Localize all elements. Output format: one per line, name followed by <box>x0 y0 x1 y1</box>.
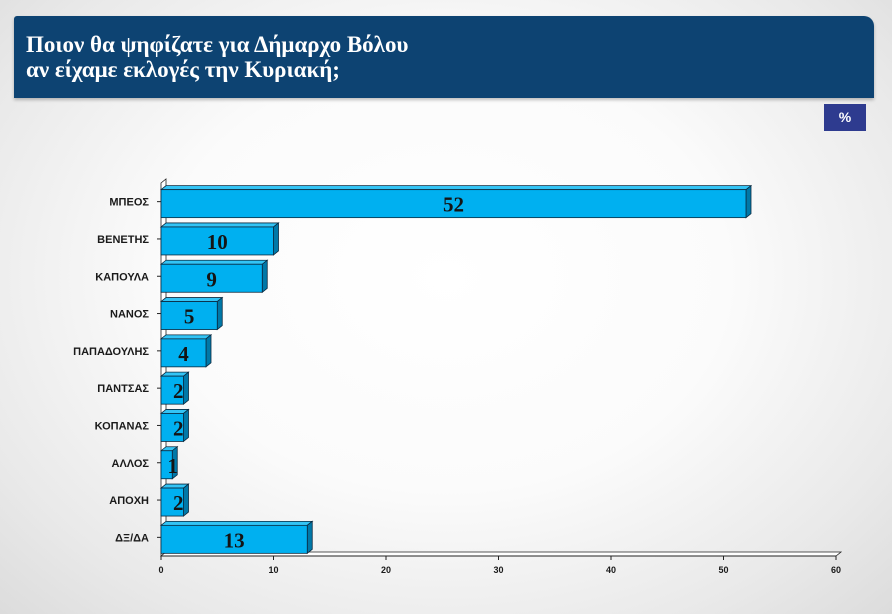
bar <box>160 189 747 219</box>
category-label: ΚΑΠΟΥΛΑ <box>95 271 149 283</box>
chart-title-line-1: Ποιον θα ψηφίζατε για Δήμαρχο Βόλου <box>26 32 409 57</box>
x-tick-label: 20 <box>381 565 391 575</box>
x-tick-label: 50 <box>718 565 728 575</box>
category-label: ΠΑΠΑΔΟΥΛΗΣ <box>73 346 149 358</box>
category-label: ΚΟΠΑΝΑΣ <box>95 420 150 432</box>
bar <box>160 375 184 405</box>
value-label: 2 <box>173 379 184 403</box>
bar-side-face <box>273 222 279 256</box>
x-tick-label: 10 <box>268 565 278 575</box>
value-label: 4 <box>178 342 189 366</box>
bar-side-face <box>205 334 212 368</box>
category-label: ΔΞ/ΔΑ <box>115 532 149 544</box>
category-label: ΑΠΟΧΗ <box>109 495 149 507</box>
x-tick-label: 30 <box>493 565 503 575</box>
bar <box>160 487 184 517</box>
bar <box>160 450 173 480</box>
bar-top-face <box>159 520 314 526</box>
percent-unit-badge: % <box>824 104 866 131</box>
value-label: 5 <box>184 305 195 329</box>
bar-top-face <box>159 222 280 228</box>
bar-side-face <box>306 520 313 555</box>
bar-side-face <box>183 408 189 443</box>
category-label: ΠΑΝΤΣΑΣ <box>97 383 149 395</box>
value-label: 52 <box>443 193 464 217</box>
bar-top-face <box>159 334 213 340</box>
category-label: ΝΑΝΟΣ <box>110 309 149 321</box>
bar-side-face <box>183 483 189 517</box>
bar-top-face <box>159 185 753 191</box>
bar <box>160 413 184 442</box>
value-label: 2 <box>173 491 184 515</box>
category-label: ΜΠΕΟΣ <box>109 197 149 209</box>
bar <box>160 524 308 554</box>
bar-top-face <box>159 259 269 265</box>
title-banner: Ποιον θα ψηφίζατε για Δήμαρχο Βόλου αν ε… <box>14 16 874 98</box>
bar <box>160 226 274 256</box>
x-tick-label: 0 <box>158 565 163 575</box>
chart-title-line-2: αν είχαμε εκλογές την Κυριακή; <box>26 57 340 82</box>
bar-side-face <box>261 259 268 294</box>
bar-side-face <box>183 371 189 405</box>
value-label: 10 <box>207 230 228 254</box>
value-label: 9 <box>206 267 217 291</box>
value-label: 13 <box>224 528 245 552</box>
chart-title: Ποιον θα ψηφίζατε για Δήμαρχο Βόλου αν ε… <box>26 32 408 82</box>
bar-side-face <box>216 296 223 331</box>
x-tick-label: 60 <box>831 565 841 575</box>
bar-top-face <box>159 297 224 302</box>
x-tick-label: 40 <box>606 565 616 575</box>
bar <box>160 301 218 330</box>
category-label: ΑΛΛΟΣ <box>112 458 150 470</box>
category-label: ΒΕΝΕΤΗΣ <box>97 234 149 246</box>
value-label: 2 <box>173 416 184 440</box>
bar <box>160 338 207 368</box>
bar <box>160 263 263 293</box>
value-label: 1 <box>167 454 178 478</box>
bar-side-face <box>745 184 752 219</box>
